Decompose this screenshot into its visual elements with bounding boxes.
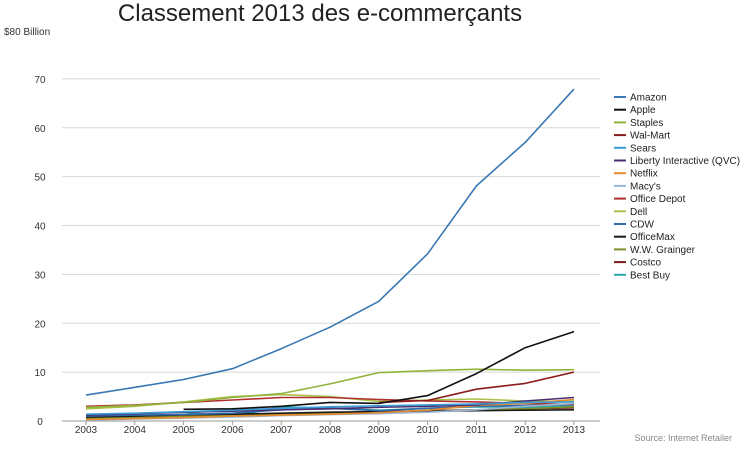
legend-label-macy-s: Macy's	[630, 181, 661, 192]
legend-label-apple: Apple	[630, 105, 656, 116]
x-tick-label: 2008	[319, 425, 342, 436]
axes: 0 10 20 30 40 50 60 70 2003 2004 2005 2006 2007 2008 2…	[34, 75, 600, 436]
legend-label-dell: Dell	[630, 207, 647, 218]
x-tick-label: 2003	[75, 425, 98, 436]
y-tick-label: 40	[34, 222, 46, 233]
series-line-staples	[85, 368, 575, 409]
y-tick-label: 10	[34, 368, 46, 379]
source-note: Source: Internet Retailer	[634, 433, 732, 443]
y-tick-label: 50	[34, 173, 46, 184]
legend-label-staples: Staples	[630, 118, 663, 129]
legend-label-liberty-interactive-qvc: Liberty Interactive (QVC)	[630, 156, 740, 167]
y-tick-label: 70	[34, 75, 46, 86]
x-tick-label: 2010	[416, 425, 439, 436]
gridlines	[62, 78, 600, 373]
series-line-amazon	[85, 88, 575, 396]
series-lines	[85, 88, 575, 421]
series-line-wal-mart	[378, 371, 575, 404]
x-tick-label: 2011	[466, 425, 488, 436]
legend-label-netflix: Netflix	[630, 169, 658, 180]
x-tick-label: 2006	[221, 425, 244, 436]
x-tick-label: 2012	[514, 425, 537, 436]
legend-label-office-depot: Office Depot	[630, 194, 686, 205]
series-line-netflix	[85, 398, 575, 421]
legend-label-cdw: CDW	[630, 220, 654, 231]
x-tick-label: 2007	[270, 425, 293, 436]
series-line-apple	[183, 330, 575, 411]
x-tick-label: 2013	[563, 425, 586, 436]
legend-label-costco: Costco	[630, 258, 662, 269]
y-tick-label: 60	[34, 124, 46, 135]
x-tick-label: 2005	[172, 425, 195, 436]
legend-label-w-w-grainger: W.W. Grainger	[630, 245, 696, 256]
legend-label-officemax: OfficeMax	[630, 232, 675, 243]
x-tick-label: 2004	[124, 425, 147, 436]
y-axis-top-label: $80 Billion	[4, 27, 50, 38]
legend-label-sears: Sears	[630, 143, 656, 154]
y-tick-label: 20	[34, 319, 46, 330]
legend-label-best-buy: Best Buy	[630, 270, 670, 281]
legend-label-wal-mart: Wal-Mart	[630, 131, 670, 142]
y-tick-label: 0	[37, 417, 43, 428]
legend-label-amazon: Amazon	[630, 93, 667, 104]
chart-title: Classement 2013 des e-commerçants	[117, 0, 523, 27]
x-tick-label: 2009	[368, 425, 391, 436]
y-tick-label: 30	[34, 270, 46, 281]
series-line-sears	[85, 401, 575, 415]
